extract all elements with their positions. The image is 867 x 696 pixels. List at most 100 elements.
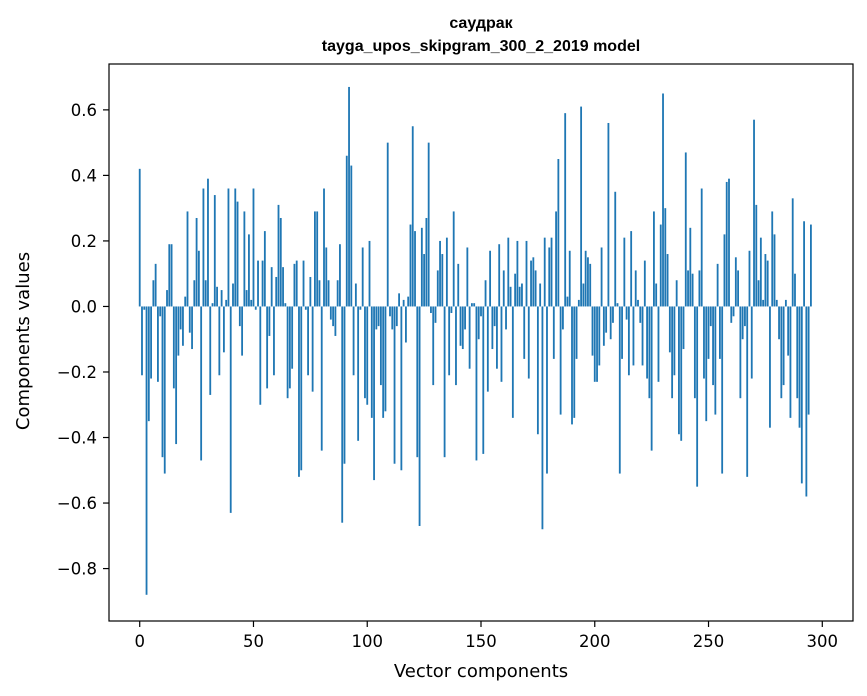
bar-25 bbox=[195, 217, 198, 307]
bar-67 bbox=[291, 306, 294, 369]
bar-15 bbox=[172, 306, 175, 389]
bar-256 bbox=[721, 306, 724, 474]
y-tick-label-6: 0.4 bbox=[71, 166, 97, 185]
x-tick-label-0: 0 bbox=[134, 632, 145, 651]
bar-237 bbox=[678, 306, 680, 435]
bar-86 bbox=[334, 306, 337, 336]
bar-44 bbox=[238, 306, 241, 327]
bar-66 bbox=[288, 306, 291, 389]
bar-263 bbox=[737, 270, 740, 307]
bar-285 bbox=[787, 306, 790, 356]
bar-113 bbox=[395, 306, 398, 327]
bar-210 bbox=[616, 303, 619, 307]
bar-74 bbox=[307, 306, 309, 376]
bar-104 bbox=[375, 306, 378, 330]
bar-96 bbox=[357, 306, 360, 441]
bar-267 bbox=[746, 306, 749, 477]
bar-32 bbox=[211, 303, 214, 307]
x-axis-label: Vector components bbox=[394, 661, 568, 682]
bar-7 bbox=[154, 263, 157, 307]
bar-126 bbox=[425, 217, 428, 307]
bar-148 bbox=[475, 306, 478, 461]
bar-14 bbox=[170, 244, 173, 307]
bar-159 bbox=[500, 306, 503, 382]
bar-135 bbox=[445, 237, 448, 307]
bar-17 bbox=[177, 306, 180, 356]
bar-287 bbox=[791, 198, 794, 307]
bar-243 bbox=[691, 273, 694, 307]
bar-49 bbox=[250, 299, 253, 307]
bar-280 bbox=[775, 299, 778, 307]
bar-47 bbox=[245, 290, 248, 307]
bar-282 bbox=[780, 306, 783, 399]
bar-252 bbox=[712, 306, 714, 386]
bar-60 bbox=[275, 276, 278, 307]
bar-247 bbox=[700, 188, 703, 307]
bar-93 bbox=[350, 165, 353, 307]
bar-85 bbox=[332, 306, 335, 327]
bar-193 bbox=[577, 299, 580, 307]
bar-157 bbox=[496, 306, 498, 369]
bar-6 bbox=[152, 280, 155, 307]
bar-227 bbox=[655, 283, 658, 307]
bar-194 bbox=[580, 106, 583, 307]
bar-117 bbox=[405, 306, 407, 343]
bar-39 bbox=[227, 188, 230, 307]
bar-102 bbox=[370, 306, 373, 418]
bar-171 bbox=[527, 306, 530, 379]
bar-55 bbox=[263, 231, 266, 307]
bar-166 bbox=[516, 240, 519, 307]
ticks: 0 50 100 150 200 250 300 −0.8 −0.6 −0.4 −0.2 0.0 0.2… bbox=[57, 101, 838, 651]
bar-136 bbox=[448, 306, 451, 376]
bar-89 bbox=[341, 306, 344, 523]
bar-195 bbox=[582, 283, 585, 307]
bar-178 bbox=[543, 237, 546, 307]
bar-215 bbox=[627, 306, 630, 376]
bar-270 bbox=[753, 119, 755, 307]
bar-77 bbox=[314, 211, 316, 307]
bar-133 bbox=[441, 254, 444, 307]
bar-174 bbox=[534, 270, 537, 307]
bar-91 bbox=[345, 155, 348, 307]
bar-177 bbox=[541, 306, 544, 530]
bar-241 bbox=[687, 270, 689, 307]
bar-116 bbox=[402, 299, 405, 307]
bar-236 bbox=[675, 280, 678, 307]
bar-120 bbox=[411, 126, 414, 307]
bar-56 bbox=[266, 306, 269, 389]
bar-43 bbox=[236, 201, 239, 307]
bar-152 bbox=[484, 280, 487, 307]
bar-199 bbox=[591, 306, 594, 356]
bar-248 bbox=[703, 306, 705, 379]
bar-99 bbox=[364, 306, 366, 399]
bar-160 bbox=[502, 270, 505, 307]
bar-20 bbox=[184, 296, 187, 307]
bar-289 bbox=[796, 306, 799, 399]
bar-50 bbox=[252, 188, 255, 307]
bar-130 bbox=[434, 306, 437, 323]
bar-192 bbox=[575, 306, 578, 359]
bar-115 bbox=[400, 306, 403, 471]
bar-291 bbox=[800, 306, 803, 484]
bar-40 bbox=[229, 306, 232, 513]
bar-224 bbox=[648, 306, 651, 399]
bar-149 bbox=[477, 306, 480, 340]
bar-219 bbox=[637, 299, 639, 307]
bar-68 bbox=[293, 263, 296, 307]
bar-161 bbox=[505, 306, 507, 330]
bar-284 bbox=[784, 299, 787, 307]
bar-196 bbox=[584, 250, 587, 307]
bar-109 bbox=[386, 142, 389, 307]
bar-65 bbox=[286, 306, 289, 399]
y-tick-label-5: 0.2 bbox=[71, 232, 97, 251]
bar-201 bbox=[596, 306, 598, 382]
bar-223 bbox=[646, 306, 648, 379]
bar-22 bbox=[188, 306, 191, 333]
bar-262 bbox=[734, 257, 737, 307]
bar-62 bbox=[279, 217, 282, 307]
bar-169 bbox=[523, 306, 526, 359]
bar-134 bbox=[443, 306, 446, 458]
bar-64 bbox=[284, 303, 287, 307]
bar-71 bbox=[300, 306, 303, 471]
bar-288 bbox=[794, 273, 796, 307]
